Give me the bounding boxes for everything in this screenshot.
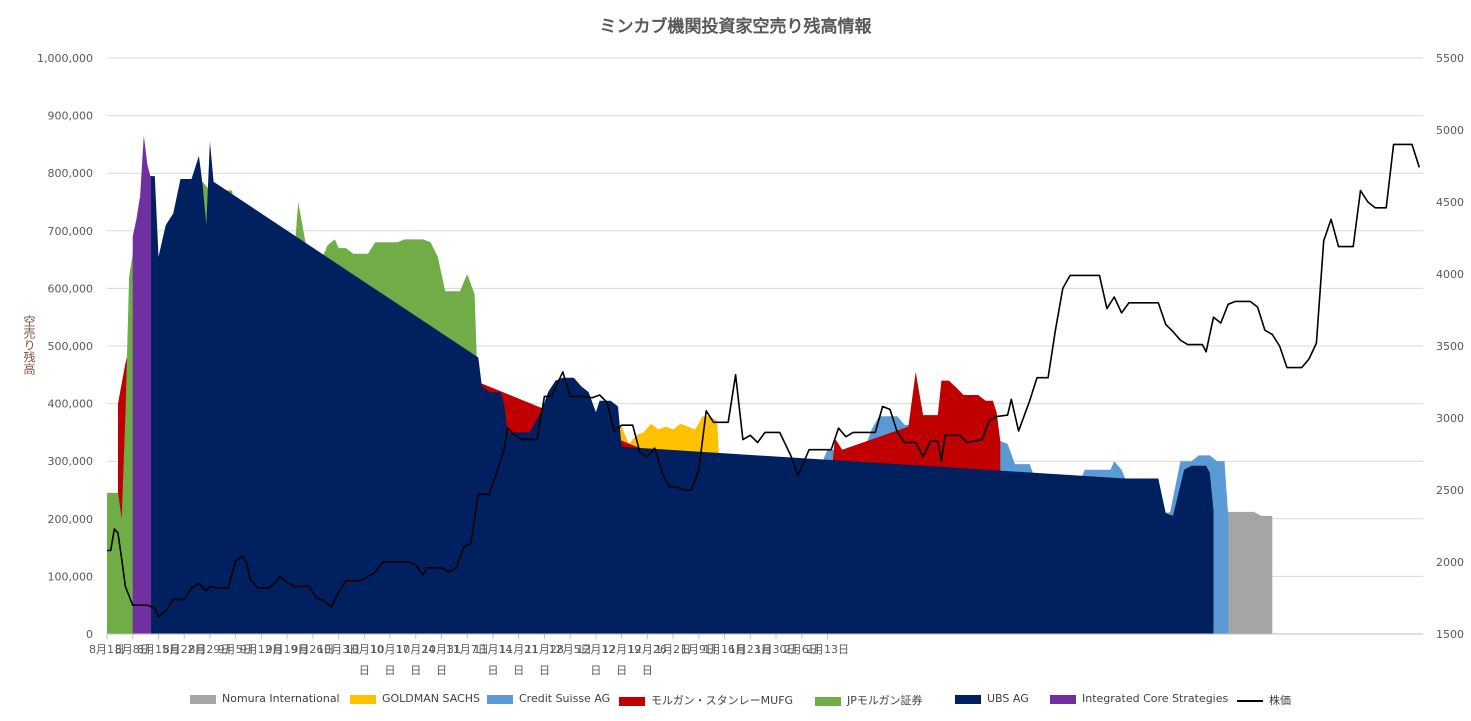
x-tick-label: 12月12	[576, 643, 615, 656]
y-left-tick-label: 600,000	[48, 282, 94, 295]
y-right-tick-label: 1500	[1436, 628, 1464, 641]
x-tick-label-line2: 日	[487, 664, 498, 677]
x-tick-label: 11月14	[473, 643, 512, 656]
legend-item: モルガン・スタンレーMUFG	[619, 692, 793, 708]
x-tick-label-line2: 日	[385, 664, 396, 677]
price-line-group	[107, 143, 1421, 618]
y-left-tick-label: 200,000	[48, 513, 94, 526]
legend-swatch	[955, 694, 981, 704]
x-tick-label: 8月1日	[89, 643, 125, 656]
x-tick-label: 11月21	[499, 643, 538, 656]
legend-swatch	[487, 694, 513, 704]
y-axis-title: 空売り残高	[22, 315, 36, 375]
x-tick-label-line2: 日	[616, 664, 627, 677]
x-tick-label: 10月10	[345, 643, 384, 656]
chart-plot-area: 0 100,000 200,000 300,000 400,000 500,000 600,…	[37, 52, 1464, 677]
series-areas	[107, 135, 1273, 635]
y-left-tick-label: 400,000	[48, 398, 94, 411]
y-right-tick-label: 2500	[1436, 484, 1464, 497]
x-tick-label: 1月2日	[655, 643, 691, 656]
x-tick-label: 2月13日	[806, 643, 849, 656]
y-left-tick-label: 900,000	[48, 110, 94, 123]
x-tick-label: 8月29日	[188, 643, 231, 656]
legend-swatch	[1050, 694, 1076, 704]
x-tick-label: 9月19日	[266, 643, 309, 656]
chart-title: ミンカブ機関投資家空売り残高情報	[599, 17, 872, 37]
legend-swatch	[190, 694, 216, 704]
x-tick-label: 10月31	[422, 643, 461, 656]
x-tick-label: 12月26	[628, 643, 667, 656]
series-area	[140, 141, 1214, 634]
y-left-tick-label: 800,000	[48, 167, 94, 180]
x-tick-label: 11月28	[525, 643, 564, 656]
x-tick-label: 9月12日	[240, 643, 283, 656]
x-tick-label-line2: 日	[642, 664, 653, 677]
legend-item: Credit Suisse AG	[487, 692, 610, 705]
x-tick-label: 10月17	[371, 643, 410, 656]
x-tick-label: 8月15日	[137, 643, 180, 656]
x-tick-label-line2: 日	[436, 664, 447, 677]
y-right-tick-label: 3000	[1436, 412, 1464, 425]
x-tick-label-line2: 日	[513, 664, 524, 677]
legend: Nomura International GOLDMAN SACHS Credi…	[0, 692, 1471, 712]
x-tick-label-line2: 日	[590, 664, 601, 677]
x-tick-label: 8月22日	[163, 643, 206, 656]
y-left-tick-label: 100,000	[48, 570, 94, 583]
y-right-tick-label: 2000	[1436, 556, 1464, 569]
x-tick-label-line2: 日	[539, 664, 550, 677]
x-tick-label: 2月6日	[784, 643, 820, 656]
x-tick-label: 12月19	[602, 643, 641, 656]
x-tick-label: 1月16日	[703, 643, 746, 656]
y-left-tick-label: 0	[86, 628, 93, 641]
y-right-tick-label: 5500	[1436, 52, 1464, 65]
legend-swatch	[815, 696, 841, 706]
y-right-tick-label: 4500	[1436, 196, 1464, 209]
x-tick-label-line2: 日	[359, 664, 370, 677]
legend-item: 株価	[1237, 692, 1291, 708]
y-right-tick-label: 5000	[1436, 124, 1464, 137]
legend-item: UBS AG	[955, 692, 1029, 705]
x-tick-label: 1月9日	[681, 643, 717, 656]
legend-swatch	[350, 694, 376, 704]
x-tick-label: 1月30日	[755, 643, 798, 656]
x-tick-label-line2: 日	[410, 664, 421, 677]
x-tick-label: 9月5日	[218, 643, 254, 656]
y-left-tick-label: 300,000	[48, 455, 94, 468]
axes: 0 100,000 200,000 300,000 400,000 500,000 600,…	[37, 52, 1464, 677]
x-tick-label: 11月7日	[446, 643, 489, 656]
legend-item: JPモルガン証券	[815, 692, 923, 708]
series-area	[132, 135, 152, 635]
y-left-tick-label: 1,000,000	[37, 52, 93, 65]
price-line	[107, 143, 1421, 618]
legend-item: Nomura International	[190, 692, 340, 705]
x-tick-label: 9月26日	[291, 643, 334, 656]
y-left-tick-label: 700,000	[48, 225, 94, 238]
x-tick-label: 12月5日	[549, 643, 592, 656]
y-right-tick-label: 4000	[1436, 268, 1464, 281]
legend-item: GOLDMAN SACHS	[350, 692, 480, 705]
x-tick-label: 1月23日	[729, 643, 772, 656]
x-tick-label: 8月8日	[115, 643, 151, 656]
y-left-tick-label: 500,000	[48, 340, 94, 353]
x-tick-label: 10月3日	[317, 643, 360, 656]
legend-line	[1237, 700, 1263, 702]
y-right-tick-label: 3500	[1436, 340, 1464, 353]
x-tick-label: 10月24	[396, 643, 435, 656]
legend-item: Integrated Core Strategies	[1050, 692, 1228, 705]
legend-swatch	[619, 696, 645, 706]
